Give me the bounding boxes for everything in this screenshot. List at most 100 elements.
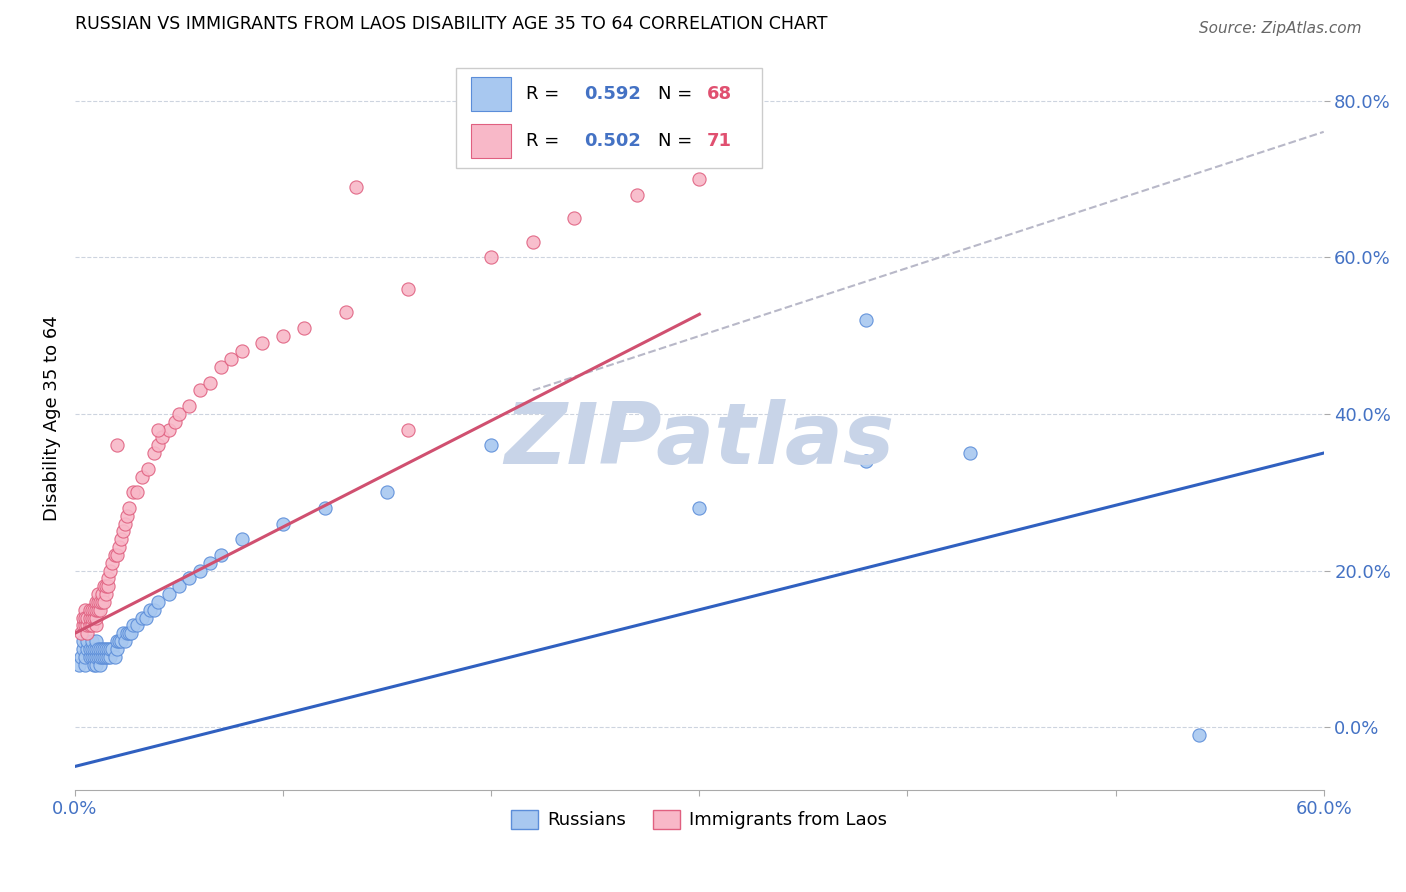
Point: [93, 595, 115, 609]
Point: [111, 524, 134, 539]
Point: [97, 571, 120, 585]
Point: [148, 438, 170, 452]
Point: [118, 500, 141, 515]
Point: [1188, 728, 1211, 742]
Point: [107, 540, 129, 554]
Point: [83, 641, 105, 656]
Point: [76, 618, 98, 632]
Point: [188, 384, 211, 398]
Point: [84, 641, 107, 656]
Point: [200, 376, 222, 390]
Point: [84, 649, 107, 664]
Point: [522, 235, 544, 249]
Point: [115, 508, 138, 523]
Text: Source: ZipAtlas.com: Source: ZipAtlas.com: [1198, 21, 1361, 36]
Point: [100, 564, 122, 578]
Point: [209, 548, 232, 562]
Point: [688, 500, 710, 515]
Point: [314, 500, 336, 515]
Point: [179, 399, 201, 413]
Point: [564, 211, 586, 225]
Text: RUSSIAN VS IMMIGRANTS FROM LAOS DISABILITY AGE 35 TO 64 CORRELATION CHART: RUSSIAN VS IMMIGRANTS FROM LAOS DISABILI…: [75, 15, 828, 33]
Point: [97, 641, 120, 656]
Point: [105, 438, 128, 452]
Point: [167, 579, 190, 593]
Point: [479, 438, 502, 452]
Point: [271, 328, 294, 343]
Point: [101, 556, 124, 570]
Point: [105, 634, 128, 648]
Point: [76, 634, 98, 648]
Point: [75, 618, 97, 632]
Point: [105, 548, 128, 562]
Point: [76, 626, 98, 640]
Point: [231, 533, 253, 547]
Point: [110, 634, 132, 648]
Point: [855, 313, 877, 327]
Point: [72, 610, 94, 624]
Point: [75, 610, 97, 624]
Point: [83, 657, 105, 672]
Point: [188, 564, 211, 578]
Point: [72, 618, 94, 632]
Point: [148, 595, 170, 609]
Point: [271, 516, 294, 531]
Point: [163, 415, 186, 429]
Point: [97, 649, 120, 664]
Point: [80, 641, 103, 656]
Point: [96, 649, 118, 664]
Y-axis label: Disability Age 35 to 64: Disability Age 35 to 64: [44, 315, 60, 521]
Point: [87, 603, 110, 617]
Point: [89, 595, 111, 609]
Point: [96, 641, 118, 656]
Point: [120, 626, 142, 640]
Point: [84, 634, 107, 648]
Point: [93, 579, 115, 593]
Point: [83, 649, 105, 664]
Point: [84, 618, 107, 632]
Point: [344, 179, 367, 194]
Point: [91, 649, 114, 664]
Point: [127, 485, 149, 500]
Point: [152, 430, 174, 444]
Point: [75, 649, 97, 664]
Point: [79, 610, 101, 624]
Point: [79, 618, 101, 632]
Point: [80, 610, 103, 624]
Point: [131, 469, 153, 483]
Point: [75, 657, 97, 672]
Point: [148, 423, 170, 437]
Point: [143, 446, 166, 460]
Point: [107, 634, 129, 648]
Point: [97, 579, 120, 593]
Point: [118, 626, 141, 640]
Point: [135, 610, 157, 624]
Point: [139, 603, 162, 617]
Point: [84, 657, 107, 672]
Point: [70, 626, 93, 640]
Point: [157, 587, 180, 601]
Point: [396, 281, 419, 295]
Point: [89, 603, 111, 617]
Point: [127, 618, 149, 632]
Point: [375, 485, 398, 500]
Point: [83, 603, 105, 617]
Legend: Russians, Immigrants from Laos: Russians, Immigrants from Laos: [503, 803, 894, 837]
Point: [959, 446, 981, 460]
Point: [70, 649, 93, 664]
Point: [80, 649, 103, 664]
Point: [114, 634, 136, 648]
Point: [87, 641, 110, 656]
Point: [91, 587, 114, 601]
Point: [103, 548, 125, 562]
Point: [131, 610, 153, 624]
Point: [688, 172, 710, 186]
Point: [479, 250, 502, 264]
Point: [626, 187, 648, 202]
Point: [83, 610, 105, 624]
Point: [136, 461, 159, 475]
Point: [80, 603, 103, 617]
Point: [292, 320, 315, 334]
Point: [122, 618, 145, 632]
Point: [84, 603, 107, 617]
